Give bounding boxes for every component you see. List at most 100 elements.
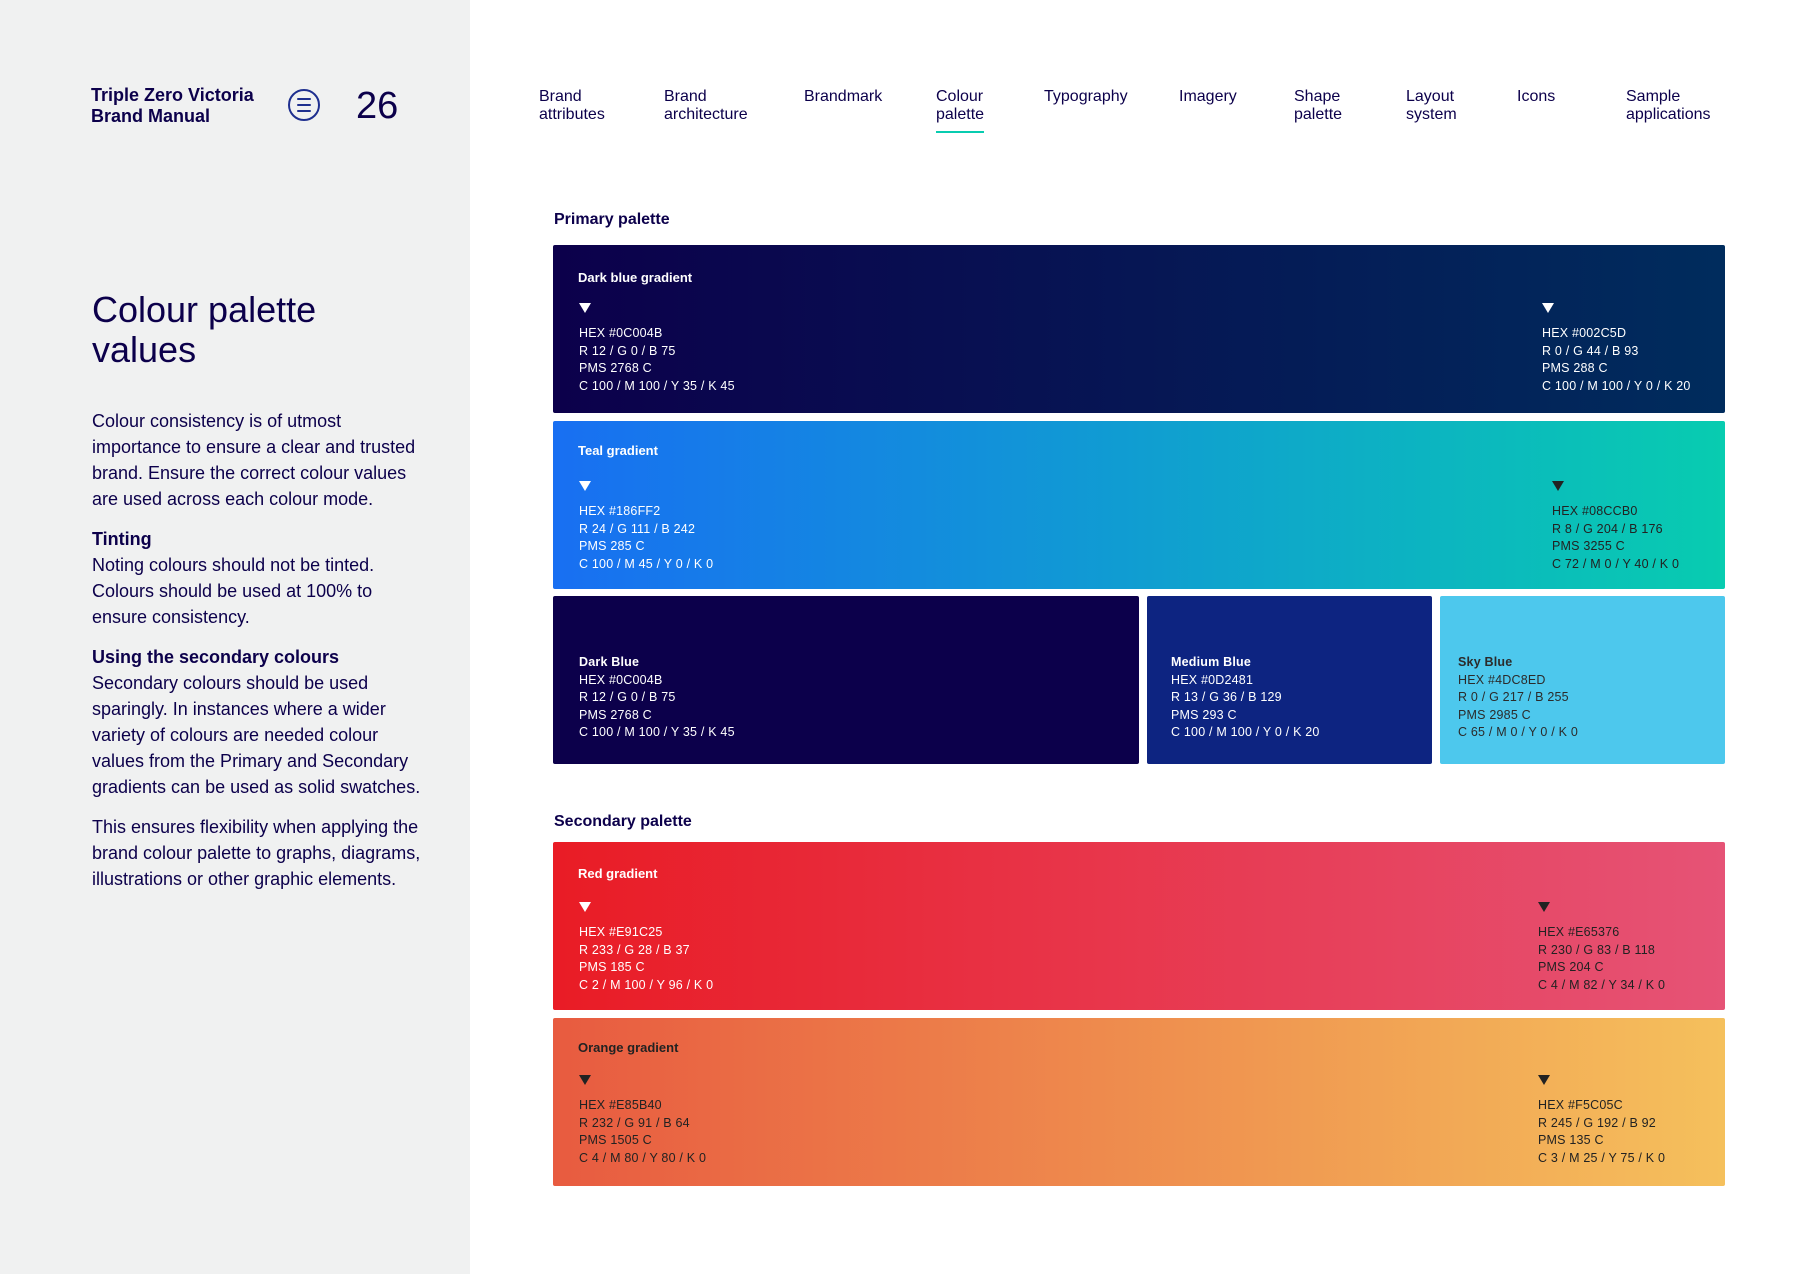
hamburger-menu-icon[interactable] — [288, 89, 320, 121]
nav-layout-system[interactable]: Layout system — [1406, 88, 1457, 123]
swatch-name: Dark Blue — [579, 655, 640, 669]
secondary-palette-title: Secondary palette — [554, 813, 692, 830]
page-heading-line1: Colour palette — [92, 289, 317, 330]
cmyk-value: C 72 / M 0 / Y 40 / K 0 — [1552, 556, 1680, 571]
rgb-value: R 8 / G 204 / B 176 — [1552, 521, 1663, 536]
secondary-usage-title: Using the secondary colours — [92, 647, 340, 667]
hex-value: HEX #0D2481 — [1171, 672, 1254, 687]
nav-brand-architecture[interactable]: Brand architecture — [664, 88, 748, 123]
rgb-value: R 245 / G 192 / B 92 — [1538, 1115, 1656, 1130]
cmyk-value: C 4 / M 82 / Y 34 / K 0 — [1538, 977, 1666, 992]
pms-value: PMS 135 C — [1538, 1133, 1604, 1147]
hex-value: HEX #E91C25 — [579, 925, 663, 939]
triangle-down-icon — [1538, 902, 1550, 912]
swatch-start-values: HEX #0C004B R 12 / G 0 / B 75 PMS 2768 C… — [579, 325, 735, 395]
rgb-value: R 0 / G 217 / B 255 — [1458, 690, 1569, 704]
nav-imagery[interactable]: Imagery — [1179, 88, 1237, 105]
nav-colour-palette[interactable]: Colour palette — [936, 88, 985, 133]
swatch-name: Teal gradient — [578, 443, 658, 458]
page-number: 26 — [356, 85, 399, 127]
swatch-values: Medium Blue HEX #0D2481 R 13 / G 36 / B … — [1171, 654, 1320, 742]
pms-value: PMS 293 C — [1171, 707, 1237, 722]
swatch-end-values: HEX #08CCB0 R 8 / G 204 / B 176 PMS 3255… — [1552, 503, 1679, 573]
cmyk-value: C 100 / M 45 / Y 0 / K 0 — [579, 556, 714, 571]
swatch-start-values: HEX #186FF2 R 24 / G 111 / B 242 PMS 285… — [579, 503, 713, 573]
rgb-value: R 13 / G 36 / B 129 — [1171, 690, 1282, 704]
cmyk-value: C 4 / M 80 / Y 80 / K 0 — [579, 1150, 707, 1165]
pms-value: PMS 288 C — [1542, 361, 1608, 375]
nav-typography[interactable]: Typography — [1044, 88, 1128, 105]
triangle-down-icon — [579, 1075, 591, 1085]
cmyk-value: C 100 / M 100 / Y 0 / K 20 — [1542, 378, 1691, 393]
document-title-line2: Brand Manual — [91, 106, 211, 126]
swatch-end-values: HEX #F5C05C R 245 / G 192 / B 92 PMS 135… — [1538, 1097, 1665, 1167]
rgb-value: R 230 / G 83 / B 118 — [1538, 942, 1656, 957]
rgb-value: R 24 / G 111 / B 242 — [579, 521, 696, 536]
swatch-values: Dark Blue HEX #0C004B R 12 / G 0 / B 75 … — [579, 654, 735, 742]
hex-value: HEX #F5C05C — [1538, 1098, 1623, 1112]
pms-value: PMS 285 C — [579, 539, 645, 553]
sky-blue-swatch: Sky Blue HEX #4DC8ED R 0 / G 217 / B 255… — [1440, 596, 1725, 764]
secondary-usage-section: Using the secondary colours Secondary co… — [92, 644, 422, 800]
swatch-end-values: HEX #002C5D R 0 / G 44 / B 93 PMS 288 C … — [1542, 325, 1691, 395]
cmyk-value: C 2 / M 100 / Y 96 / K 0 — [579, 977, 714, 992]
rgb-value: R 12 / G 0 / B 75 — [579, 690, 676, 704]
orange-gradient-swatch: Orange gradient HEX #E85B40 R 232 / G 91… — [553, 1018, 1725, 1186]
nav-brand-attributes[interactable]: Brand attributes — [539, 88, 605, 123]
hex-value: HEX #0C004B — [579, 326, 663, 340]
secondary-usage-body: Secondary colours should be used sparing… — [92, 673, 421, 797]
red-gradient-swatch: Red gradient HEX #E91C25 R 233 / G 28 / … — [553, 842, 1725, 1010]
medium-blue-swatch: Medium Blue HEX #0D2481 R 13 / G 36 / B … — [1147, 596, 1432, 764]
hex-value: HEX #E65376 — [1538, 925, 1620, 939]
swatch-name: Sky Blue — [1458, 655, 1513, 669]
swatch-values: Sky Blue HEX #4DC8ED R 0 / G 217 / B 255… — [1458, 654, 1578, 742]
hex-value: HEX #4DC8ED — [1458, 672, 1546, 687]
nav-shape-palette[interactable]: Shape palette — [1294, 88, 1343, 123]
page-heading-line2: values — [92, 329, 197, 370]
pms-value: PMS 2768 C — [579, 707, 652, 722]
triangle-down-icon — [579, 902, 591, 912]
top-navigation: Brand attributes Brand architecture Bran… — [520, 88, 1750, 138]
swatch-name: Orange gradient — [578, 1040, 679, 1055]
tinting-body: Noting colours should not be tinted. Col… — [92, 555, 375, 627]
document-title-line1: Triple Zero Victoria — [91, 85, 254, 105]
cmyk-value: C 65 / M 0 / Y 0 / K 0 — [1458, 725, 1578, 739]
hex-value: HEX #E85B40 — [579, 1098, 662, 1112]
rgb-value: R 233 / G 28 / B 37 — [579, 942, 690, 957]
hex-value: HEX #186FF2 — [579, 504, 661, 518]
pms-value: PMS 2985 C — [1458, 707, 1531, 722]
document-title: Triple Zero Victoria Brand Manual — [91, 85, 281, 127]
nav-sample-applications[interactable]: Sample applications — [1626, 88, 1711, 123]
intro-paragraph: Colour consistency is of utmost importan… — [92, 411, 416, 509]
rgb-value: R 0 / G 44 / B 93 — [1542, 343, 1639, 358]
swatch-start-values: HEX #E91C25 R 233 / G 28 / B 37 PMS 185 … — [579, 924, 713, 994]
pms-value: PMS 204 C — [1538, 960, 1604, 974]
pms-value: PMS 3255 C — [1552, 539, 1625, 553]
teal-gradient-swatch: Teal gradient HEX #186FF2 R 24 / G 111 /… — [553, 421, 1725, 589]
cmyk-value: C 100 / M 100 / Y 35 / K 45 — [579, 725, 735, 739]
hex-value: HEX #08CCB0 — [1552, 504, 1638, 518]
swatch-end-values: HEX #E65376 R 230 / G 83 / B 118 PMS 204… — [1538, 924, 1665, 994]
cmyk-value: C 100 / M 100 / Y 35 / K 45 — [579, 378, 735, 393]
nav-brandmark[interactable]: Brandmark — [804, 88, 883, 105]
pms-value: PMS 1505 C — [579, 1133, 652, 1147]
page-heading: Colour palette values — [92, 290, 412, 370]
rgb-value: R 12 / G 0 / B 75 — [579, 343, 676, 358]
dark-blue-gradient-swatch: Dark blue gradient HEX #0C004B R 12 / G … — [553, 245, 1725, 413]
triangle-down-icon — [1552, 481, 1564, 491]
cmyk-value: C 100 / M 100 / Y 0 / K 20 — [1171, 725, 1320, 739]
dark-blue-swatch: Dark Blue HEX #0C004B R 12 / G 0 / B 75 … — [553, 596, 1139, 764]
tinting-section: Tinting Noting colours should not be tin… — [92, 526, 422, 630]
hex-value: HEX #0C004B — [579, 672, 663, 687]
swatch-name: Dark blue gradient — [578, 270, 693, 285]
triangle-down-icon — [579, 481, 591, 491]
pms-value: PMS 2768 C — [579, 361, 652, 375]
pms-value: PMS 185 C — [579, 960, 645, 974]
primary-palette-title: Primary palette — [554, 211, 670, 228]
tinting-title: Tinting — [92, 529, 152, 549]
sidebar: Triple Zero Victoria Brand Manual 26 Col… — [0, 0, 470, 1274]
triangle-down-icon — [1542, 303, 1554, 313]
hex-value: HEX #002C5D — [1542, 326, 1627, 340]
swatch-start-values: HEX #E85B40 R 232 / G 91 / B 64 PMS 1505… — [579, 1097, 706, 1167]
nav-icons[interactable]: Icons — [1517, 88, 1556, 105]
